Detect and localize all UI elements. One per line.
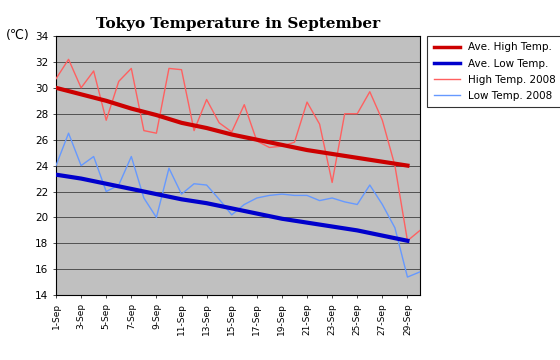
Ave. High Temp. (128, 107, 134, 111)
Ave. Low Temp. (153, 192, 160, 196)
Line: High Temp. 2008: High Temp. 2008 (56, 59, 420, 241)
Low Temp. 2008 (304, 193, 310, 198)
High Temp. 2008 (203, 97, 210, 102)
Low Temp. 2008 (65, 131, 72, 135)
Low Temp. 2008 (53, 163, 59, 168)
Ave. High Temp. (178, 121, 185, 125)
Low Temp. 2008 (266, 193, 273, 198)
High Temp. 2008 (291, 140, 298, 144)
High Temp. 2008 (304, 100, 310, 104)
Ave. High Temp. (153, 113, 160, 117)
Ave. High Temp. (379, 159, 386, 164)
Ave. Low Temp. (379, 233, 386, 238)
High Temp. 2008 (228, 130, 235, 134)
Low Temp. 2008 (379, 202, 386, 207)
Legend: Ave. High Temp., Ave. Low Temp., High Temp. 2008, Low Temp. 2008: Ave. High Temp., Ave. Low Temp., High Te… (427, 36, 560, 107)
Low Temp. 2008 (241, 202, 248, 207)
Ave. High Temp. (203, 126, 210, 130)
Low Temp. 2008 (391, 226, 398, 230)
Ave. Low Temp. (354, 228, 361, 233)
High Temp. 2008 (90, 69, 97, 73)
Low Temp. 2008 (216, 197, 222, 202)
High Temp. 2008 (153, 131, 160, 135)
Low Temp. 2008 (178, 192, 185, 196)
High Temp. 2008 (241, 103, 248, 107)
High Temp. 2008 (254, 139, 260, 143)
Ave. High Temp. (228, 132, 235, 137)
Title: Tokyo Temperature in September: Tokyo Temperature in September (96, 17, 380, 31)
Ave. Low Temp. (128, 187, 134, 191)
Low Temp. 2008 (115, 183, 122, 187)
High Temp. 2008 (342, 112, 348, 116)
Ave. Low Temp. (78, 176, 85, 181)
Ave. Low Temp. (304, 220, 310, 225)
High Temp. 2008 (391, 163, 398, 168)
High Temp. 2008 (216, 121, 222, 125)
Line: Low Temp. 2008: Low Temp. 2008 (56, 133, 420, 277)
Ave. Low Temp. (254, 211, 260, 216)
High Temp. 2008 (266, 145, 273, 150)
Low Temp. 2008 (228, 213, 235, 217)
Ave. Low Temp. (53, 172, 59, 177)
Low Temp. 2008 (366, 183, 373, 187)
Low Temp. 2008 (254, 196, 260, 200)
Low Temp. 2008 (278, 192, 285, 196)
High Temp. 2008 (103, 118, 110, 122)
High Temp. 2008 (65, 57, 72, 62)
Ave. Low Temp. (178, 197, 185, 202)
High Temp. 2008 (404, 239, 411, 243)
High Temp. 2008 (128, 66, 134, 71)
High Temp. 2008 (141, 129, 147, 133)
Ave. High Temp. (329, 152, 335, 156)
Ave. Low Temp. (228, 206, 235, 211)
Low Temp. 2008 (90, 154, 97, 159)
Ave. Low Temp. (404, 239, 411, 243)
Low Temp. 2008 (166, 166, 172, 170)
Ave. Low Temp. (203, 201, 210, 205)
High Temp. 2008 (278, 144, 285, 148)
Ave. High Temp. (354, 156, 361, 160)
Low Temp. 2008 (141, 196, 147, 200)
Ave. Low Temp. (103, 181, 110, 186)
Text: (℃): (℃) (6, 29, 29, 42)
High Temp. 2008 (417, 228, 423, 233)
Ave. High Temp. (304, 148, 310, 152)
Low Temp. 2008 (291, 193, 298, 198)
Low Temp. 2008 (78, 163, 85, 168)
High Temp. 2008 (53, 77, 59, 81)
High Temp. 2008 (379, 118, 386, 122)
Ave. High Temp. (278, 143, 285, 147)
Low Temp. 2008 (128, 154, 134, 159)
Ave. Low Temp. (278, 217, 285, 221)
High Temp. 2008 (366, 90, 373, 94)
High Temp. 2008 (115, 79, 122, 84)
Line: Ave. High Temp.: Ave. High Temp. (56, 88, 408, 166)
Low Temp. 2008 (191, 181, 198, 186)
Ave. High Temp. (404, 163, 411, 168)
Ave. High Temp. (254, 138, 260, 142)
Low Temp. 2008 (417, 270, 423, 274)
Low Temp. 2008 (329, 196, 335, 200)
Ave. High Temp. (78, 92, 85, 96)
Low Temp. 2008 (153, 215, 160, 220)
High Temp. 2008 (166, 66, 172, 71)
Low Temp. 2008 (316, 198, 323, 203)
Ave. Low Temp. (329, 224, 335, 229)
Ave. High Temp. (53, 86, 59, 90)
High Temp. 2008 (329, 180, 335, 185)
Low Temp. 2008 (404, 275, 411, 279)
Line: Ave. Low Temp.: Ave. Low Temp. (56, 175, 408, 241)
Low Temp. 2008 (103, 189, 110, 194)
High Temp. 2008 (316, 122, 323, 126)
High Temp. 2008 (178, 68, 185, 72)
Low Temp. 2008 (203, 183, 210, 187)
High Temp. 2008 (354, 112, 361, 116)
High Temp. 2008 (191, 129, 198, 133)
High Temp. 2008 (78, 86, 85, 90)
Ave. High Temp. (103, 99, 110, 103)
Low Temp. 2008 (342, 200, 348, 204)
Low Temp. 2008 (354, 202, 361, 207)
